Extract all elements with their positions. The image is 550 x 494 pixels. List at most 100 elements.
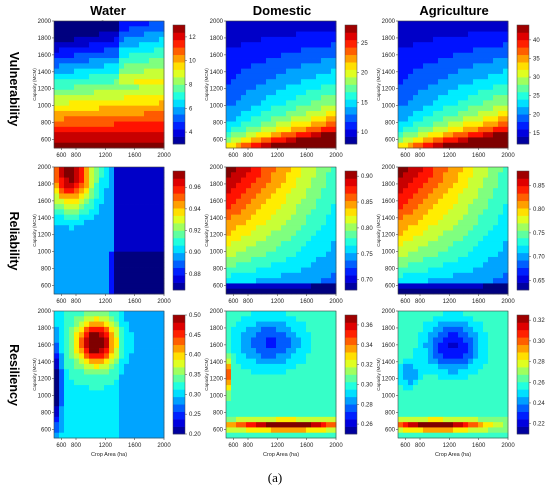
heatmap-cell xyxy=(241,422,247,428)
heatmap-cell xyxy=(408,288,414,295)
heatmap-cell xyxy=(296,241,302,247)
heatmap-cell xyxy=(149,395,155,402)
heatmap-cell xyxy=(398,167,404,173)
colorbar-segment xyxy=(517,208,529,216)
heatmap-cell xyxy=(59,137,65,144)
heatmap-cell xyxy=(134,337,140,344)
heatmap-cell xyxy=(316,126,322,133)
heatmap-cell xyxy=(114,225,120,231)
heatmap-cell xyxy=(281,230,287,237)
heatmap-cell xyxy=(119,79,125,85)
heatmap-cell xyxy=(231,68,237,75)
heatmap-cell xyxy=(129,369,135,375)
heatmap-cell xyxy=(458,379,464,386)
heatmap-cell xyxy=(119,251,125,258)
heatmap-cell xyxy=(458,311,464,317)
heatmap-cell xyxy=(256,316,262,322)
heatmap-cell xyxy=(443,262,449,268)
heatmap-cell xyxy=(326,100,332,107)
heatmap-cell xyxy=(246,406,252,412)
heatmap-cell xyxy=(119,411,125,418)
heatmap-cell xyxy=(134,262,140,268)
heatmap-cell xyxy=(468,167,474,173)
heatmap-cell xyxy=(463,79,469,85)
heatmap-cell xyxy=(236,374,242,381)
heatmap-cell xyxy=(498,21,504,27)
heatmap-cell xyxy=(134,219,140,226)
heatmap-cell xyxy=(251,68,257,75)
heatmap-cell xyxy=(296,390,302,397)
heatmap-cell xyxy=(154,246,160,253)
heatmap-cell xyxy=(433,230,439,237)
heatmap-cell xyxy=(453,267,459,274)
colorbar-tick-label: 0.28 xyxy=(361,402,373,408)
heatmap-cell xyxy=(331,395,337,402)
heatmap-cell xyxy=(261,121,267,128)
heatmap-cell xyxy=(483,26,489,32)
heatmap-cell xyxy=(478,42,484,48)
heatmap-cell xyxy=(306,379,312,386)
heatmap-cell xyxy=(428,395,434,402)
heatmap-cell xyxy=(246,395,252,402)
heatmap-cell xyxy=(321,390,327,397)
heatmap-cell xyxy=(296,353,302,360)
heatmap-cell xyxy=(236,126,242,133)
heatmap-cell xyxy=(139,137,145,144)
heatmap-cell xyxy=(266,100,272,107)
heatmap-cell xyxy=(89,363,95,370)
heatmap-cell xyxy=(84,278,90,284)
heatmap-cell xyxy=(316,267,322,274)
heatmap-cell xyxy=(74,369,80,375)
colorbar-segment xyxy=(517,178,529,187)
heatmap-cell xyxy=(463,251,469,258)
heatmap-cell xyxy=(493,105,499,112)
heatmap-cell xyxy=(503,100,509,107)
heatmap-cell xyxy=(443,167,449,173)
heatmap-cell xyxy=(458,58,464,64)
heatmap-cell xyxy=(463,214,469,221)
heatmap-cell xyxy=(281,374,287,381)
heatmap-cell xyxy=(144,84,150,91)
heatmap-cell xyxy=(266,363,272,370)
heatmap-cell xyxy=(271,36,277,43)
heatmap-cell xyxy=(226,427,232,434)
heatmap-cell xyxy=(291,358,297,365)
heatmap-cell xyxy=(119,95,125,101)
heatmap-cell xyxy=(408,79,414,85)
heatmap-cell xyxy=(266,326,272,333)
heatmap-cell xyxy=(458,395,464,402)
heatmap-cell xyxy=(54,379,60,386)
heatmap-cell xyxy=(403,422,409,428)
heatmap-cell xyxy=(321,369,327,375)
heatmap-cell xyxy=(226,348,232,354)
heatmap-cell xyxy=(231,188,237,194)
heatmap-cell xyxy=(89,126,95,133)
heatmap-cell xyxy=(433,379,439,386)
heatmap-cell xyxy=(134,235,140,242)
y-axis-label: Capacity (MCM) xyxy=(204,68,209,101)
heatmap-cell xyxy=(493,47,499,54)
heatmap-cell xyxy=(321,36,327,43)
heatmap-cell xyxy=(241,235,247,242)
heatmap-cell xyxy=(306,172,312,178)
heatmap-cell xyxy=(236,31,242,38)
heatmap-cell xyxy=(159,358,165,365)
heatmap-cell xyxy=(413,100,419,107)
heatmap-cell xyxy=(54,21,60,27)
heatmap-cell xyxy=(423,214,429,221)
heatmap-cell xyxy=(246,193,252,200)
heatmap-cell xyxy=(413,198,419,205)
heatmap-cell xyxy=(321,105,327,112)
heatmap-cell xyxy=(423,348,429,354)
heatmap-cell xyxy=(109,353,115,360)
heatmap-cell xyxy=(89,369,95,375)
heatmap-cell xyxy=(266,209,272,216)
heatmap-cell xyxy=(478,278,484,284)
heatmap-cell xyxy=(59,172,65,178)
heatmap-cell xyxy=(104,110,110,117)
heatmap-cell xyxy=(129,21,135,27)
heatmap-cell xyxy=(493,182,499,189)
heatmap-cell xyxy=(69,262,75,268)
heatmap-cell xyxy=(129,395,135,402)
heatmap-cell xyxy=(488,235,494,242)
